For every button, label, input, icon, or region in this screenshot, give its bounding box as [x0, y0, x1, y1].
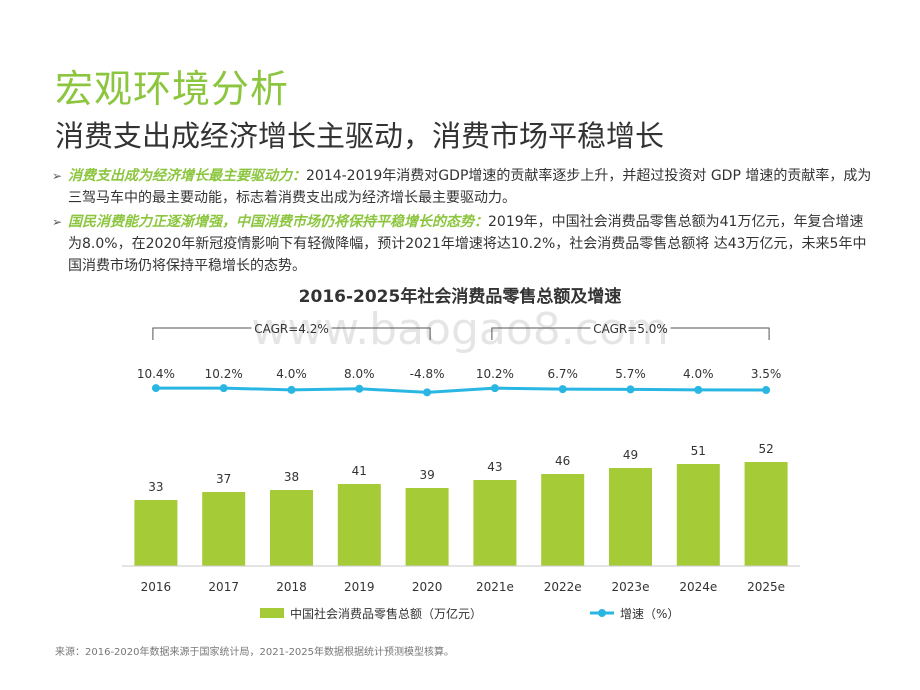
- x-tick-label: 2019: [344, 580, 375, 594]
- x-tick-label: 2023e: [612, 580, 650, 594]
- bar-value-label: 33: [148, 480, 163, 494]
- growth-point: [762, 386, 771, 395]
- growth-label: 6.7%: [547, 367, 578, 381]
- bullet-text: 2019年，中国社会消费品零售总额为41万亿元，年复合增速为8.0%，在2020…: [68, 214, 867, 274]
- growth-label: 10.2%: [476, 367, 514, 381]
- cagr-bracket: [331, 327, 431, 340]
- bar-value-label: 51: [691, 444, 706, 458]
- growth-label: 5.7%: [615, 367, 646, 381]
- growth-label: -4.8%: [410, 367, 445, 381]
- growth-point: [355, 384, 364, 393]
- growth-label: 10.4%: [137, 367, 175, 381]
- bar: [337, 484, 381, 566]
- bar: [405, 488, 449, 566]
- page-subtitle: 消费支出成经济增长主驱动，消费市场平稳增长: [55, 119, 665, 153]
- bar-value-label: 37: [216, 472, 231, 486]
- arrow-icon: ➢: [52, 169, 63, 183]
- growth-point: [287, 385, 296, 394]
- bar: [270, 490, 313, 566]
- x-tick-label: 2021e: [476, 580, 514, 594]
- bar: [541, 474, 585, 566]
- bullet-item: ➢ 国民消费能力正逐渐增强，中国消费市场仍将保持平稳增长的态势：2019年，中国…: [52, 211, 872, 277]
- bullet-text: 2014-2019年消费对GDP增速的贡献率逐步上升，并超过投资对 GDP 增速…: [68, 168, 872, 206]
- legend-line-marker: [598, 609, 606, 617]
- bullet-list: ➢ 消费支出成为经济增长最主要驱动力：2014-2019年消费对GDP增速的贡献…: [52, 165, 872, 279]
- growth-label: 4.0%: [276, 367, 307, 381]
- bar-value-label: 39: [419, 468, 434, 482]
- x-tick-label: 2022e: [544, 580, 582, 594]
- watermark: www.baogao8.com: [251, 304, 668, 355]
- x-tick-label: 2024e: [679, 580, 717, 594]
- bar: [473, 480, 517, 566]
- x-tick-label: 2017: [208, 580, 239, 594]
- cagr-bracket: [670, 327, 770, 340]
- page-title: 宏观环境分析: [55, 67, 290, 111]
- legend-line-label: 增速（%）: [620, 607, 679, 621]
- x-tick-label: 2025e: [747, 580, 785, 594]
- bar-value-label: 49: [623, 448, 638, 462]
- x-tick-label: 2016: [141, 580, 172, 594]
- growth-label: 8.0%: [344, 367, 375, 381]
- cagr-bracket: [152, 327, 252, 340]
- arrow-icon: ➢: [52, 215, 63, 229]
- bar: [134, 500, 178, 566]
- bar-value-label: 46: [555, 454, 570, 468]
- cagr-label: CAGR=4.2%: [254, 322, 329, 336]
- bar-value-label: 38: [284, 470, 299, 484]
- bar-value-label: 41: [352, 464, 367, 478]
- growth-point: [694, 385, 703, 394]
- legend-bar-swatch: [260, 608, 284, 618]
- growth-point: [423, 388, 432, 397]
- growth-point: [151, 384, 160, 393]
- bar-value-label: 52: [758, 442, 773, 456]
- legend-bar-label: 中国社会消费品零售总额（万亿元）: [290, 606, 482, 621]
- bar: [676, 464, 720, 566]
- x-tick-label: 2018: [276, 580, 307, 594]
- growth-point: [490, 384, 499, 393]
- chart-title: 2016-2025年社会消费品零售总额及增速: [298, 287, 622, 307]
- bar: [744, 462, 788, 566]
- growth-label: 3.5%: [751, 367, 782, 381]
- bullet-heading: 国民消费能力正逐渐增强，中国消费市场仍将保持平稳增长的态势：: [68, 214, 488, 230]
- growth-label: 10.2%: [205, 367, 243, 381]
- x-tick-label: 2020: [412, 580, 443, 594]
- cagr-bracket: [491, 327, 591, 340]
- bullet-item: ➢ 消费支出成为经济增长最主要驱动力：2014-2019年消费对GDP增速的贡献…: [52, 165, 872, 209]
- growth-label: 4.0%: [683, 367, 714, 381]
- growth-line: [155, 386, 767, 394]
- bullet-heading: 消费支出成为经济增长最主要驱动力：: [68, 168, 306, 184]
- growth-point: [558, 385, 567, 394]
- cagr-label: CAGR=5.0%: [593, 322, 668, 336]
- bar-value-label: 43: [487, 460, 502, 474]
- growth-point: [626, 385, 635, 394]
- growth-point: [219, 384, 228, 393]
- bar: [202, 492, 246, 566]
- source-note: 来源：2016-2020年数据来源于国家统计局，2021-2025年数据根据统计…: [55, 647, 455, 658]
- bar: [609, 468, 652, 566]
